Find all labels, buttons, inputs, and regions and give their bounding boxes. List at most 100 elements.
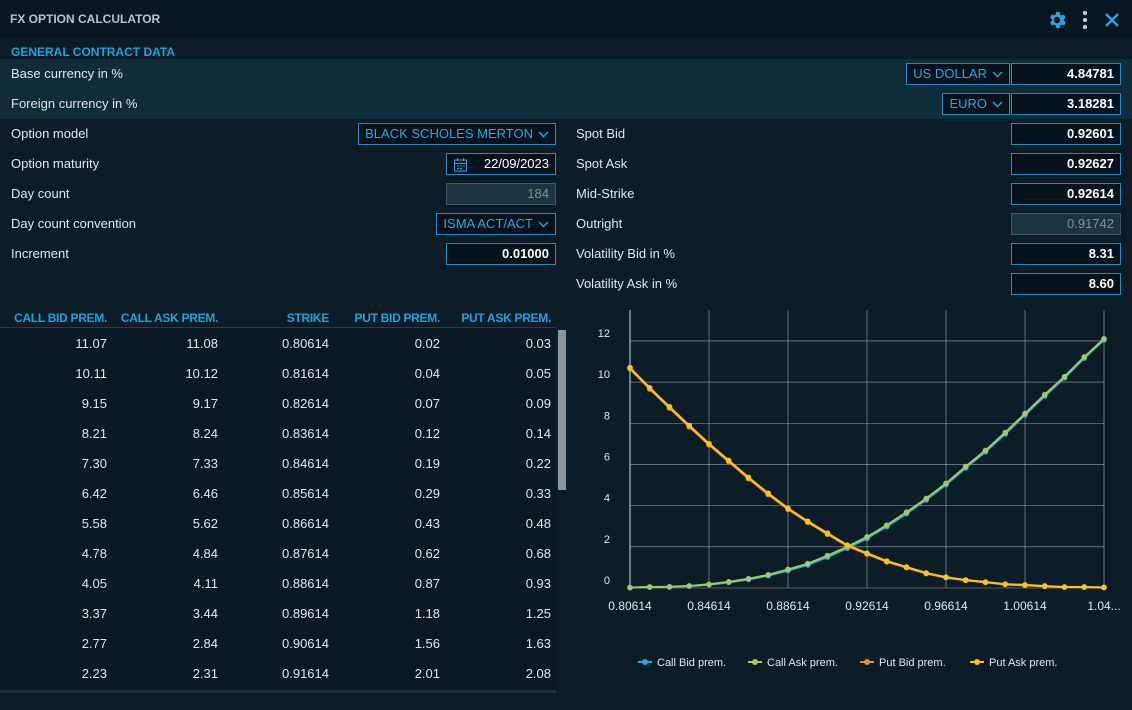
x-tick-label: 0.84614: [687, 599, 731, 613]
legend-dot: [642, 659, 648, 665]
value-input[interactable]: 8.60: [1011, 273, 1121, 295]
table-cell: 0.83614: [282, 426, 329, 441]
data-point: [1101, 584, 1107, 591]
date-input[interactable]: 22/09/2023: [446, 153, 556, 175]
y-tick-label: 0: [604, 575, 610, 587]
table-cell: 3.37: [81, 606, 107, 621]
scrollbar-thumb[interactable]: [558, 330, 566, 490]
value-input[interactable]: 8.31: [1011, 243, 1121, 265]
settings-icon[interactable]: [1046, 9, 1068, 31]
data-point: [1022, 410, 1028, 417]
table-cell: 0.04: [414, 366, 440, 381]
column-header[interactable]: CALL BID PREM.: [14, 311, 107, 325]
select-text: ISMA ACT/ACT: [443, 216, 533, 231]
data-point: [1041, 583, 1048, 589]
y-tick-label: 12: [598, 328, 610, 340]
legend-item[interactable]: Call Ask prem.: [748, 657, 838, 669]
table-cell: 0.09: [525, 396, 551, 411]
y-tick-label: 10: [598, 369, 610, 381]
table-cell: 8.21: [81, 426, 107, 441]
value-input[interactable]: 0.92614: [1011, 183, 1121, 205]
legend-dot: [974, 659, 980, 665]
column-header[interactable]: PUT BID PREM.: [354, 311, 441, 325]
table-cell: 2.01: [414, 666, 440, 681]
data-point: [686, 583, 693, 589]
column-header[interactable]: PUT ASK PREM.: [461, 311, 551, 325]
data-point: [903, 564, 910, 570]
table-cell: 6.42: [81, 486, 107, 501]
legend-item[interactable]: Put Bid prem.: [860, 657, 946, 669]
table-cell: 0.03: [525, 336, 551, 351]
legend-dot: [864, 659, 870, 665]
table-cell: 0.19: [414, 456, 440, 471]
section-title: GENERAL CONTRACT DATA: [11, 45, 175, 59]
column-header[interactable]: STRIKE: [286, 311, 330, 325]
legend-item[interactable]: Put Ask prem.: [970, 657, 1057, 669]
data-point: [804, 518, 811, 525]
legend-label: Put Ask prem.: [989, 657, 1057, 669]
table-cell: 0.05: [525, 366, 551, 381]
table-cell: 0.43: [414, 516, 440, 531]
table-cell: 2.84: [192, 636, 218, 651]
value-input[interactable]: 4.84781: [1011, 63, 1121, 85]
data-point: [785, 505, 791, 512]
table-cell: 0.81614: [282, 366, 329, 381]
table-cell: 2.23: [81, 666, 107, 681]
value-input[interactable]: 0.92627: [1011, 153, 1121, 175]
data-point: [725, 579, 732, 585]
close-icon[interactable]: [1104, 12, 1120, 28]
data-point: [943, 574, 949, 580]
calendar-icon: [454, 157, 467, 171]
table-cell: 6.46: [192, 486, 218, 501]
chart: 0 2 4 6 8 10 12 0.80614 0.84614 0.88614 0.92614 0.9…: [598, 310, 1121, 669]
table-cell: 0.84614: [282, 456, 329, 471]
data-point: [824, 552, 831, 559]
more-icon[interactable]: [1078, 10, 1092, 30]
field-label: Volatility Bid in %: [576, 246, 675, 261]
x-tick-label: 0.96614: [924, 599, 968, 613]
data-point: [1081, 354, 1088, 360]
data-point: [1061, 584, 1068, 590]
table-cell: 11.07: [75, 336, 107, 351]
value-input[interactable]: 3.18281: [1011, 93, 1121, 115]
table-cell: 0.22: [525, 456, 551, 471]
table-cell: 1.56: [414, 636, 440, 651]
table-cell: 0.33: [525, 486, 551, 501]
value-input[interactable]: 0.92601: [1011, 123, 1121, 145]
data-point: [1002, 581, 1009, 587]
window-title: FX OPTION CALCULATOR: [10, 12, 161, 26]
legend-label: Put Bid prem.: [879, 657, 946, 669]
table-cell: 0.07: [414, 396, 440, 411]
select-text: BLACK SCHOLES MERTON: [365, 126, 533, 141]
table-cell: 11.08: [186, 336, 218, 351]
select-text: EURO: [949, 96, 987, 111]
select[interactable]: US DOLLAR: [906, 63, 1010, 85]
x-tick-label: 1.00614: [1003, 599, 1047, 613]
table-cell: 0.93: [525, 576, 551, 591]
data-point: [1061, 373, 1068, 380]
data-point: [864, 534, 870, 540]
value-input[interactable]: 0.01000: [446, 243, 556, 265]
data-point: [725, 457, 732, 464]
table-cell: 0.85614: [282, 486, 329, 501]
data-point: [627, 364, 633, 371]
select[interactable]: BLACK SCHOLES MERTON: [358, 123, 556, 145]
legend-label: Call Ask prem.: [767, 657, 838, 669]
table-cell: 0.80614: [282, 336, 329, 351]
data-point: [923, 570, 930, 576]
table-cell: 9.15: [81, 396, 107, 411]
date-text: 22/09/2023: [483, 156, 549, 171]
table-cell: 0.87614: [282, 546, 329, 561]
select[interactable]: ISMA ACT/ACT: [436, 213, 556, 235]
data-point: [706, 581, 712, 588]
select-text: US DOLLAR: [913, 66, 987, 81]
data-point: [923, 495, 930, 502]
column-header[interactable]: CALL ASK PREM.: [120, 311, 218, 325]
data-point: [627, 584, 633, 591]
table-cell: 0.88614: [282, 576, 329, 591]
field-label: Spot Bid: [576, 126, 626, 141]
select[interactable]: EURO: [942, 93, 1010, 115]
table-divider: [0, 327, 556, 328]
field-label: Increment: [11, 246, 69, 261]
legend-item[interactable]: Call Bid prem.: [638, 657, 726, 669]
